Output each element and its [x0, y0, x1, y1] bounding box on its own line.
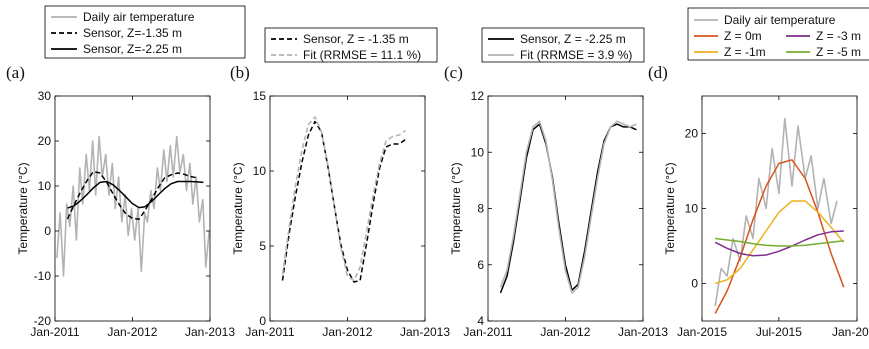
legend-entry: Sensor, Z = -1.35 m [303, 32, 409, 46]
legend-entry: Sensor, Z=-2.25 m [83, 42, 182, 56]
legend-entry: Fit (RRMSE = 11.1 %) [303, 48, 421, 62]
x-tick-label: Jan-2012 [322, 325, 372, 339]
x-tick-label: Jan-2012 [107, 325, 157, 339]
y-tick-label: 30 [38, 89, 52, 103]
panel-label: (b) [230, 63, 250, 82]
x-tick-label: Jan-2011 [245, 325, 294, 339]
y-tick-label: -10 [34, 269, 52, 283]
legend-entry: Daily air temperature [724, 13, 836, 27]
y-tick-label: 5 [259, 239, 266, 253]
x-tick-label: Jan-2013 [618, 325, 668, 339]
series-line-0 [714, 117, 838, 307]
x-tick-label: Jan-2016 [832, 325, 869, 339]
y-tick-label: 10 [685, 202, 699, 216]
series-line-0 [499, 123, 637, 294]
legend-entry: Z = -5 m [816, 45, 861, 59]
y-tick-label: 20 [685, 127, 699, 141]
legend-entry: Z = -3 m [816, 29, 861, 43]
panel-label: (a) [6, 63, 25, 82]
y-tick-label: 6 [477, 258, 484, 272]
series-group [56, 135, 210, 277]
series-line-1 [499, 120, 637, 294]
legend-box [687, 7, 869, 61]
y-axis-label: Temperature (°C) [449, 162, 463, 254]
y-tick-label: -20 [34, 314, 52, 328]
legend: Sensor, Z = -2.25 m Fit (RRMSE = 3.9 %) [481, 27, 645, 63]
y-tick-label: 10 [253, 164, 267, 178]
series-line-0 [56, 135, 210, 277]
legend-entry: Fit (RRMSE = 3.9 %) [520, 48, 632, 62]
y-axis-label: Temperature (°C) [16, 162, 30, 254]
legend-entry: Sensor, Z=-1.35 m [83, 26, 182, 40]
legend-box [481, 27, 645, 63]
series-line-4 [715, 237, 844, 247]
series-line-2 [67, 180, 204, 209]
x-tick-label: Jan-2011 [30, 325, 79, 339]
series-line-0 [281, 120, 406, 283]
y-tick-label: 12 [471, 89, 485, 103]
legend-box [264, 27, 438, 63]
y-tick-label: 0 [259, 314, 266, 328]
y-tick-label: 8 [477, 202, 484, 216]
x-tick-label: Jul-2015 [756, 325, 802, 339]
x-tick-label: Jan-2012 [540, 325, 590, 339]
legend-box [44, 5, 246, 59]
panel-label: (d) [648, 63, 668, 82]
legend-entry: Z = -1m [724, 45, 766, 59]
x-tick-label: Jan-2013 [400, 325, 450, 339]
panel-b: 0 5 10 15 Jan-2011 Jan-2012 Jan-2013 Temperatur… [230, 27, 450, 339]
y-tick-label: 10 [471, 145, 485, 159]
series-line-2 [714, 200, 845, 285]
panel-label: (c) [444, 63, 463, 82]
plot-frame [487, 95, 644, 322]
legend-entry: Z = 0m [724, 29, 762, 43]
x-tick-label: Jan-2013 [185, 325, 235, 339]
x-tick-label: Jan-2015 [677, 325, 727, 339]
legend: Daily air temperature Z = 0m Z = -3 m Z = -… [687, 7, 869, 61]
series-line-1 [281, 116, 406, 282]
x-tick-label: Jan-2011 [463, 325, 512, 339]
series-line-1 [66, 170, 198, 221]
series-group [499, 120, 637, 294]
y-axis-label: Temperature (°C) [663, 162, 677, 254]
y-tick-label: 0 [44, 224, 51, 238]
legend: Daily air temperature Sensor, Z=-1.35 m Se… [44, 5, 246, 59]
y-tick-label: 20 [38, 134, 52, 148]
legend-entry: Sensor, Z = -2.25 m [520, 32, 626, 46]
series-line-1 [714, 159, 845, 314]
legend: Sensor, Z = -1.35 m Fit (RRMSE = 11.1 %) [264, 27, 438, 63]
panel-a: -20 -10 0 10 20 30 Jan-2011 Jan-2012 Jan-2013 Tem… [6, 5, 246, 339]
series-group [714, 117, 845, 314]
legend-entry: Daily air temperature [83, 10, 195, 24]
series-group [281, 116, 406, 283]
y-tick-label: 4 [477, 314, 484, 328]
panel-c: 4 6 8 10 12 Jan-2011 Jan-2012 Jan-2013 Temperatu… [444, 27, 668, 339]
y-tick-label: 15 [253, 89, 267, 103]
plot-frame [701, 95, 858, 322]
y-tick-label: 0 [691, 277, 698, 291]
panel-d: 0 10 20 Jan-2015 Jul-2015 Jan-2016 Temperature… [648, 7, 869, 339]
y-axis-label: Temperature (°C) [231, 162, 245, 254]
y-tick-label: 10 [38, 179, 52, 193]
series-line-3 [714, 230, 844, 257]
